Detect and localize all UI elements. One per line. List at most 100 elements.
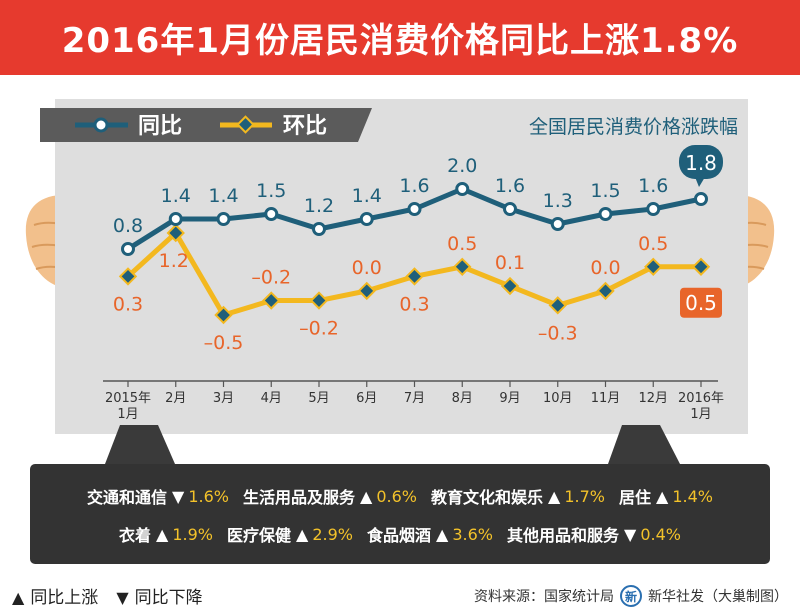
up-triangle-icon: ▲ — [656, 486, 669, 506]
mom-label: –0.2 — [251, 267, 291, 289]
category-name: 居住 — [618, 488, 651, 507]
category-row-1: 交通和通信 ▼ 1.6% 生活用品及服务 ▲ 0.6% 教育文化和娱乐 ▲ 1.7% 居住 ▲ 1.4… — [30, 484, 770, 508]
yoy-label: 1.8 — [685, 151, 717, 175]
yoy-label: 0.8 — [113, 215, 143, 237]
legend-label-yoy: 同比 — [138, 114, 182, 139]
category-item: 医疗保健 ▲ 2.9% — [227, 522, 353, 546]
mom-label: 0.5 — [685, 291, 717, 315]
category-name: 教育文化和娱乐 — [431, 488, 544, 507]
mom-label: –0.5 — [204, 332, 244, 354]
category-name: 食品烟酒 — [367, 526, 432, 545]
yoy-label: 1.3 — [543, 190, 573, 212]
yoy-point — [694, 192, 708, 206]
category-name: 医疗保健 — [227, 526, 292, 545]
mom-point — [691, 257, 711, 276]
up-triangle-icon: ▲ — [156, 524, 169, 544]
yoy-point — [455, 182, 470, 196]
mom-label: –0.2 — [299, 318, 339, 340]
mom-point — [548, 296, 567, 315]
chart-background — [55, 99, 748, 434]
mom-label: 0.5 — [638, 233, 668, 255]
yoy-label: 1.5 — [256, 180, 286, 202]
category-value: 3.6% — [452, 524, 493, 544]
category-value: 1.4% — [672, 486, 713, 506]
category-row-2: 衣着 ▲ 1.9% 医疗保健 ▲ 2.9% 食品烟酒 ▲ 3.6% 其他用品和服务 ▼ 0.4% — [30, 522, 770, 546]
mom-point — [262, 291, 281, 310]
x-tick-label: 9月 — [499, 391, 520, 406]
x-tick-label: 8月 — [452, 391, 473, 406]
mom-label: 0.0 — [352, 257, 382, 279]
up-triangle-icon: ▲ — [360, 486, 373, 506]
category-panel: 交通和通信 ▼ 1.6% 生活用品及服务 ▲ 0.6% 教育文化和娱乐 ▲ 1.7% 居住 ▲ 1.4… — [30, 464, 770, 564]
mom-point — [118, 267, 138, 286]
left-stand — [105, 425, 175, 464]
yoy-point — [503, 202, 517, 216]
yoy-point — [121, 242, 135, 256]
category-value: 1.9% — [172, 524, 214, 544]
mom-point — [309, 291, 329, 310]
yoy-point — [312, 222, 326, 236]
mom-label: –0.3 — [538, 322, 578, 344]
right-stand — [608, 425, 680, 464]
legend: 同比 环比 — [40, 108, 372, 142]
mom-point — [357, 281, 376, 301]
yoy-label: 1.5 — [590, 180, 620, 202]
mom-point — [644, 257, 663, 276]
x-tick-label: 5月 — [308, 391, 329, 406]
agency-text: 新华社发（大巢制图） — [648, 589, 788, 605]
legend-up-label: 同比上涨 — [30, 588, 99, 608]
x-tick-label: 6月 — [356, 391, 377, 406]
yoy-label: 1.4 — [208, 185, 238, 207]
category-item: 衣着 ▲ 1.9% — [119, 522, 213, 546]
yoy-point — [168, 212, 183, 226]
category-value: 0.4% — [640, 524, 681, 544]
x-tick-label: 4月 — [261, 391, 282, 406]
legend-down: ▼ 同比下降 — [116, 583, 202, 608]
mom-label: 0.3 — [113, 293, 143, 315]
mom-point — [453, 257, 472, 276]
yoy-label: 1.4 — [352, 185, 382, 207]
category-name: 其他用品和服务 — [506, 526, 619, 545]
x-tick-label: 10月 — [543, 391, 573, 406]
category-value: 1.6% — [188, 486, 230, 506]
up-triangle-icon: ▲ — [12, 588, 25, 607]
mom-point — [214, 305, 233, 325]
up-triangle-icon: ▲ — [548, 486, 561, 506]
mom-label: 0.3 — [399, 293, 429, 315]
mom-point — [405, 267, 424, 286]
yoy-point — [216, 212, 231, 226]
yoy-point — [646, 202, 661, 216]
page-title: 2016年1月份居民消费价格同比上涨1.8% — [0, 0, 800, 75]
x-tick-label: 2015年 1月 — [105, 391, 151, 422]
x-tick-label: 11月 — [591, 391, 621, 406]
mom-point — [166, 223, 185, 243]
yoy-label: 2.0 — [447, 155, 477, 177]
mom-label: 0.1 — [495, 252, 525, 274]
mom-latest-callout: 0.5 — [680, 287, 722, 318]
mom-label: 0.5 — [447, 233, 477, 255]
footer: ▲ 同比上涨 ▼ 同比下降 资料来源：国家统计局 新 新华社发（大巢制图） — [0, 575, 800, 615]
yoy-point — [407, 202, 422, 216]
category-item: 食品烟酒 ▲ 3.6% — [367, 522, 493, 546]
mom-point — [500, 276, 520, 296]
down-triangle-icon: ▼ — [624, 524, 637, 544]
down-triangle-icon: ▼ — [116, 588, 129, 607]
down-triangle-icon: ▼ — [172, 486, 185, 506]
x-tick-label: 3月 — [213, 391, 234, 406]
yoy-label: 1.4 — [161, 185, 191, 207]
x-tick-label: 12月 — [638, 391, 668, 406]
yoy-latest-callout: 1.8 — [679, 145, 723, 187]
cpi-line-chart: 同比 环比 全国居民消费价格涨跌幅 0.8 1.4 1.4 1.5 1.2 1.4 1.6 2… — [25, 99, 775, 464]
chart-subtitle: 全国居民消费价格涨跌幅 — [529, 116, 738, 138]
up-triangle-icon: ▲ — [436, 524, 449, 544]
legend-down-label: 同比下降 — [134, 588, 203, 608]
x-tick-label: 2016年 1月 — [678, 391, 724, 422]
source-credit: 资料来源：国家统计局 新 新华社发（大巢制图） — [474, 585, 788, 607]
yoy-point — [550, 217, 565, 231]
yoy-point — [598, 207, 613, 221]
category-item: 交通和通信 ▼ 1.6% — [87, 484, 229, 508]
category-value: 2.9% — [312, 524, 353, 544]
category-name: 交通和通信 — [87, 488, 168, 507]
mom-label: 1.2 — [159, 250, 189, 272]
yoy-label: 1.2 — [304, 195, 334, 217]
